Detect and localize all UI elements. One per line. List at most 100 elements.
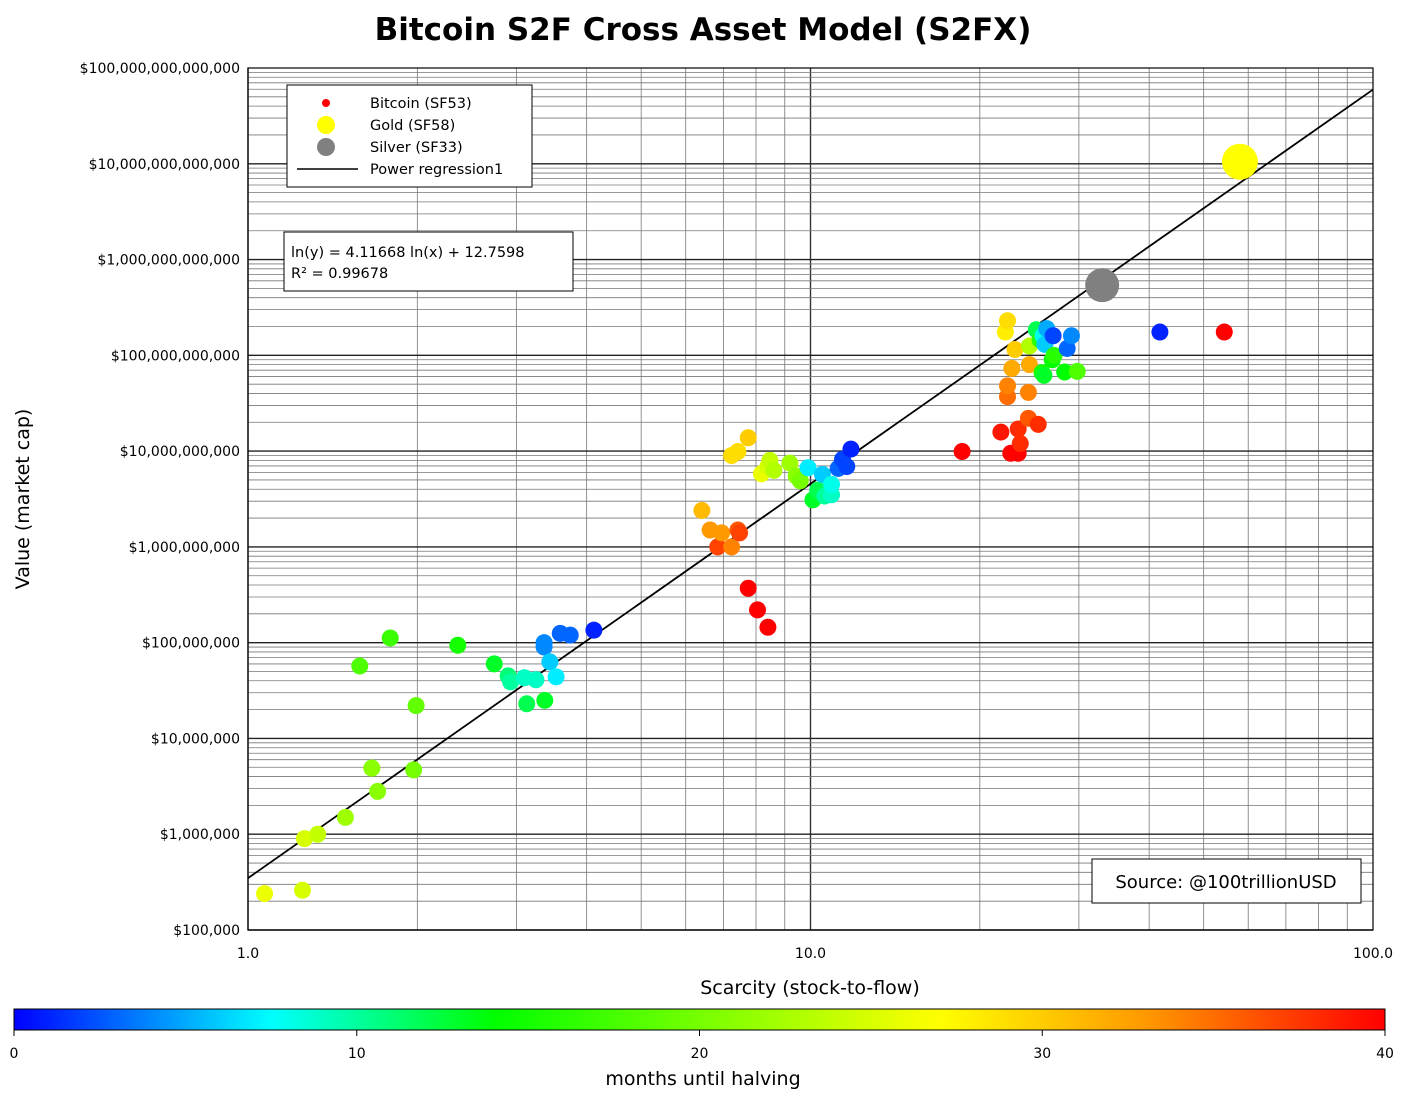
colorbar-tick-label: 20 [691,1046,709,1062]
bitcoin-point [309,825,327,843]
r-squared: R² = 0.99678 [291,266,388,282]
bitcoin-point [369,782,387,800]
x-tick-label: 1.0 [237,946,259,962]
bitcoin-point [485,655,503,673]
bitcoin-point [1019,383,1037,401]
bitcoin-point [739,579,757,597]
source-label: Source: @100trillionUSD [1115,872,1336,893]
bitcoin-point [759,618,777,636]
bitcoin-point [1035,366,1053,384]
legend-regression-label: Power regression1 [370,162,503,178]
y-tick-label: $1,000,000 [160,827,240,843]
bitcoin-point [561,626,579,644]
bitcoin-point [953,443,971,461]
bitcoin-point [407,697,425,715]
bitcoin-point [765,461,783,479]
silver-point [1085,268,1120,303]
bitcoin-point [713,524,731,542]
bitcoin-point [535,638,553,656]
bitcoin-point [502,673,520,691]
chart-title: Bitcoin S2F Cross Asset Model (S2FX) [375,12,1032,48]
bitcoin-point [1045,346,1063,364]
colorbar-label: months until halving [605,1068,800,1090]
bitcoin-point [381,629,399,647]
data-points [256,143,1258,903]
bitcoin-point [1011,435,1029,453]
bitcoin-point [527,671,545,689]
equation-line: ln(y) = 4.11668 ln(x) + 12.7598 [291,245,525,261]
y-tick-label: $100,000,000 [142,636,240,652]
bitcoin-point [449,636,467,654]
gold-point [1221,143,1258,180]
regression-line-group [247,88,1374,879]
bitcoin-point [256,885,274,903]
y-axis-label: Value (market cap) [12,409,34,590]
bitcoin-point [781,454,799,472]
bitcoin-point [585,621,603,639]
bitcoin-point [1003,359,1021,377]
bitcoin-point [799,459,817,477]
bitcoin-point [992,423,1010,441]
bitcoin-point [536,691,554,709]
y-tick-label: $100,000,000,000,000 [80,61,240,77]
bitcoin-point [749,601,767,619]
bitcoin-point [999,377,1017,395]
bitcoin-point [351,657,369,675]
legend-bitcoin-label: Bitcoin (SF53) [370,96,472,112]
colorbar-ticks: 0 10 20 30 40 [10,1030,1394,1062]
bitcoin-point [363,759,381,777]
legend-silver-label: Silver (SF33) [370,140,463,156]
bitcoin-point [731,524,749,542]
y-tick-label: $1,000,000,000 [129,540,240,556]
colorbar-tick-label: 30 [1033,1046,1051,1062]
colorbar-tick-label: 0 [10,1046,19,1062]
colorbar-tick-label: 40 [1376,1046,1394,1062]
y-tick-labels: $100,000 $1,000,000 $10,000,000 $100,000,00… [80,61,240,939]
y-tick-label: $100,000,000,000 [111,348,240,364]
source-box: Source: @100trillionUSD [1091,858,1362,904]
bitcoin-point [405,761,423,779]
equation-box: ln(y) = 4.11668 ln(x) + 12.7598 R² = 0.9… [283,231,574,292]
x-axis-label: Scarcity (stock-to-flow) [700,977,920,999]
bitcoin-point [295,830,313,848]
y-tick-label: $10,000,000,000,000 [89,157,240,173]
bitcoin-point [1006,341,1024,359]
bitcoin-point [1068,362,1086,380]
x-tick-label: 100.0 [1353,946,1393,962]
legend-gold-marker [317,116,335,134]
legend-silver-marker [317,138,335,156]
bitcoin-point [1215,323,1233,341]
bitcoin-point [518,695,536,713]
bitcoin-point [294,881,312,899]
regression-line [247,88,1374,879]
bitcoin-point [336,808,354,826]
bitcoin-point [842,440,860,458]
bitcoin-point [1151,323,1169,341]
bitcoin-point [791,472,809,490]
y-tick-label: $1,000,000,000,000 [97,253,240,269]
bitcoin-point [1062,327,1080,345]
bitcoin-point [693,501,711,519]
bitcoin-point [1020,356,1038,374]
legend-gold-label: Gold (SF58) [370,118,455,134]
colorbar-tick-label: 10 [348,1046,366,1062]
bitcoin-point [723,538,741,556]
y-tick-label: $100,000 [173,923,240,939]
bitcoin-point [729,443,747,461]
bitcoin-point [541,653,559,671]
legend-bitcoin-marker [322,99,330,107]
y-tick-label: $10,000,000 [151,731,240,747]
plot-frame [247,67,1374,931]
bitcoin-point [823,475,841,493]
bitcoin-point [1009,420,1027,438]
x-tick-labels: 1.0 10.0 100.0 [237,946,1393,962]
bitcoin-point [739,429,757,447]
bitcoin-point [547,668,565,686]
bitcoin-point [1029,415,1047,433]
bitcoin-point [1044,327,1062,345]
bitcoin-point [999,312,1017,330]
colorbar-gradient [13,1008,1386,1031]
bitcoin-point [1056,363,1074,381]
legend: Bitcoin (SF53) Gold (SF58) Silver (SF33)… [286,84,533,188]
